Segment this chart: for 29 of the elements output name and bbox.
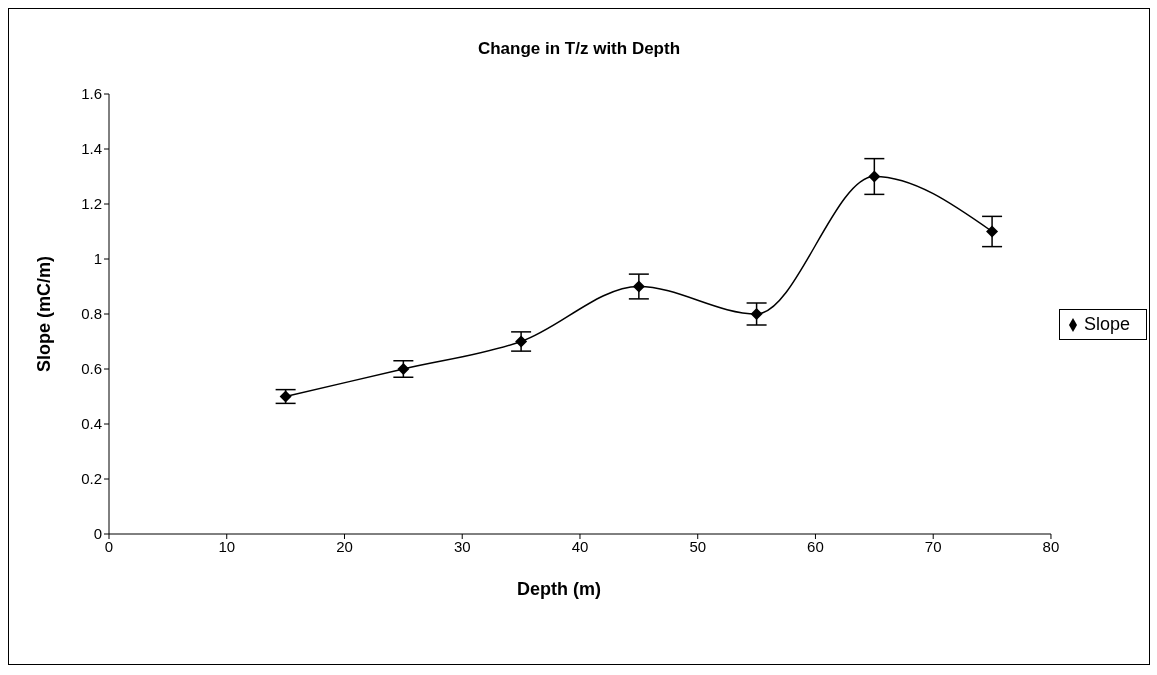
x-tick-label: 20 bbox=[336, 537, 353, 555]
y-tick-label: 0.4 bbox=[81, 415, 102, 433]
y-tick-label: 1 bbox=[93, 250, 102, 268]
x-tick-label: 10 bbox=[218, 537, 236, 555]
point bbox=[632, 280, 645, 293]
chart-title: Change in T/z with Depth bbox=[476, 39, 682, 59]
y-tick-label: 1.6 bbox=[81, 85, 102, 103]
point bbox=[397, 363, 410, 375]
x-tick-label: 60 bbox=[807, 537, 824, 555]
x-tick-label: 80 bbox=[1042, 537, 1060, 555]
y-tick-label: 0.8 bbox=[81, 305, 102, 323]
point bbox=[868, 170, 881, 183]
point bbox=[279, 390, 292, 403]
y-tick-label: 1.2 bbox=[81, 195, 102, 213]
y-tick-label: 0 bbox=[93, 525, 102, 543]
y-axis-title: Slope (mC/m) bbox=[34, 255, 55, 373]
x-tick-label: 70 bbox=[924, 537, 942, 555]
x-tick-label: 50 bbox=[689, 537, 707, 555]
y-tick-label: 0.2 bbox=[81, 470, 102, 488]
y-tick-label: 1.4 bbox=[81, 140, 102, 158]
x-tick-label: 40 bbox=[571, 537, 589, 555]
x-axis-title: Depth (m) bbox=[516, 579, 602, 600]
x-tick-label: 0 bbox=[104, 537, 114, 555]
legend-label: Slope bbox=[1083, 313, 1130, 334]
point bbox=[750, 308, 763, 320]
point bbox=[986, 225, 999, 238]
point bbox=[515, 335, 528, 348]
x-tick-label: 30 bbox=[453, 537, 471, 555]
y-tick-label: 0.6 bbox=[81, 360, 102, 378]
